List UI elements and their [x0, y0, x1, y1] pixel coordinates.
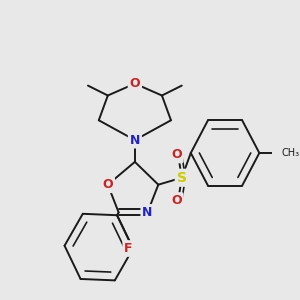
- Text: O: O: [171, 148, 182, 161]
- Text: CH₃: CH₃: [282, 148, 300, 158]
- Text: N: N: [142, 206, 153, 219]
- Text: N: N: [130, 134, 140, 147]
- Text: S: S: [177, 171, 187, 185]
- Text: F: F: [124, 242, 133, 255]
- Text: O: O: [171, 194, 182, 207]
- Text: O: O: [130, 77, 140, 90]
- Text: O: O: [103, 178, 113, 191]
